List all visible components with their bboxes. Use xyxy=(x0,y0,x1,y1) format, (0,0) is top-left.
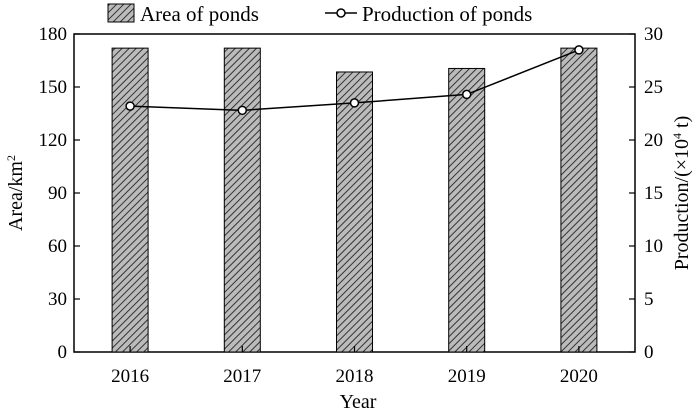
line-point-2018 xyxy=(349,98,360,108)
line-point-2017 xyxy=(237,105,248,116)
x-tick-label: 2016 xyxy=(111,366,149,387)
x-tick-label: 2017 xyxy=(223,366,261,387)
legend-line-label: Production of ponds xyxy=(362,2,532,26)
line-series xyxy=(125,45,584,116)
axis-ticks: 0 30 60 90 120 150 180 0 5 10 15 20 25 30 2016 2017 2018… xyxy=(39,24,664,387)
right-tick-label: 25 xyxy=(644,77,663,98)
left-tick-label: 0 xyxy=(58,342,68,363)
right-tick-label: 5 xyxy=(644,289,654,310)
right-tick-label: 30 xyxy=(644,24,663,45)
bar-series xyxy=(111,47,598,353)
x-tick-label: 2020 xyxy=(560,366,598,387)
legend-bar-swatch xyxy=(107,3,135,23)
left-tick-label: 30 xyxy=(48,289,67,310)
left-tick-label: 180 xyxy=(39,24,68,45)
line-point-2016 xyxy=(125,101,135,111)
bar-2018 xyxy=(336,71,373,353)
bar-2016 xyxy=(111,47,149,353)
x-tick-label: 2019 xyxy=(448,366,486,387)
legend-line-marker xyxy=(336,8,346,18)
line-point-2020 xyxy=(574,45,584,55)
left-tick-label: 120 xyxy=(39,130,68,151)
legend-bar-label: Area of ponds xyxy=(140,2,259,26)
right-tick-label: 10 xyxy=(644,236,663,257)
right-axis-title: Production/(×104 t) xyxy=(670,116,693,271)
left-tick-label: 150 xyxy=(39,77,68,98)
left-tick-label: 90 xyxy=(48,183,67,204)
left-axis-title: Area/km2 xyxy=(4,155,27,231)
bar-2020 xyxy=(560,47,598,353)
bar-2017 xyxy=(223,47,261,353)
right-tick-label: 20 xyxy=(644,130,663,151)
x-tick-label: 2018 xyxy=(336,366,374,387)
bar-2019 xyxy=(448,67,486,353)
right-tick-label: 15 xyxy=(644,183,663,204)
x-axis-title: Year xyxy=(340,391,377,410)
legend: Area of ponds Production of ponds xyxy=(107,2,532,26)
left-tick-label: 60 xyxy=(48,236,67,257)
right-tick-label: 0 xyxy=(644,342,654,363)
line-point-2019 xyxy=(461,89,472,100)
